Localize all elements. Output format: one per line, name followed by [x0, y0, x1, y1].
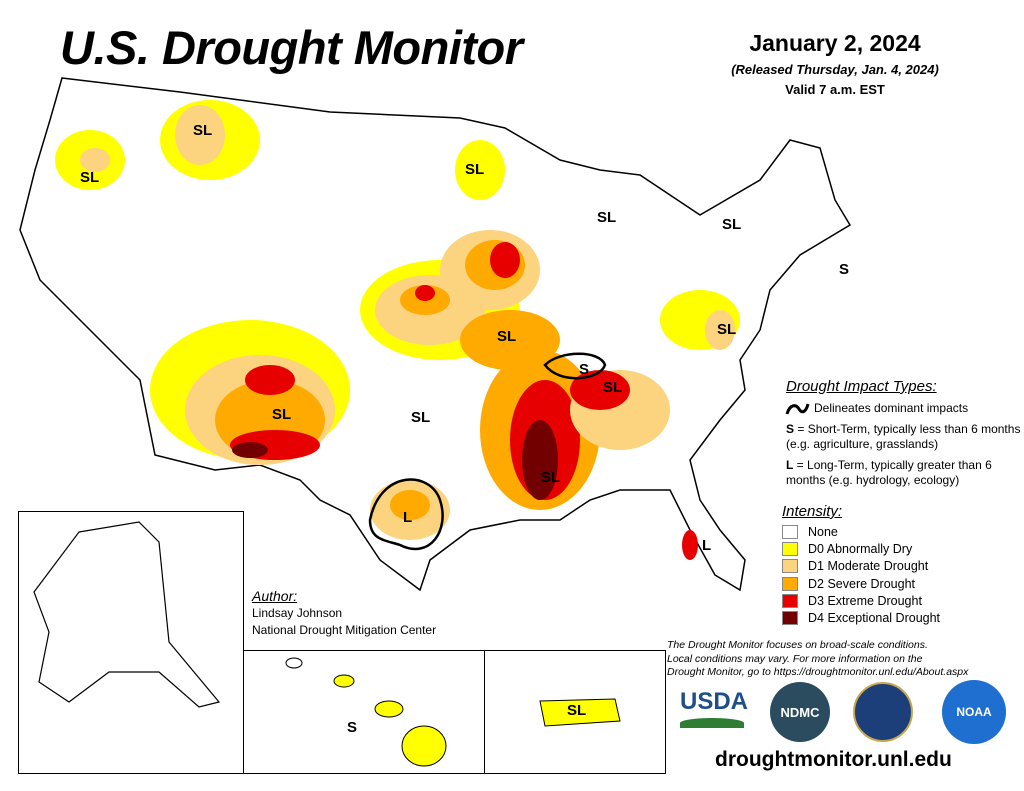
map-date: January 2, 2024	[749, 30, 921, 56]
short-key: S	[786, 422, 795, 436]
long-text: = Long-Term, typically greater than 6 mo…	[786, 458, 992, 487]
legend-swatch	[782, 541, 798, 556]
long-key: L	[786, 458, 794, 472]
map-label: SL	[567, 702, 587, 719]
map-label: SL	[80, 169, 100, 186]
noaa-text: NOAA	[956, 705, 992, 719]
intensity-legend: Intensity: None D0 Abnormally Dry D1 Moder…	[782, 503, 940, 627]
map-label: SL	[411, 409, 431, 426]
map-label: SL	[717, 321, 737, 338]
page-title: U.S. Drought Monitor	[60, 21, 523, 74]
legend-item: D3 Extreme Drought	[782, 592, 940, 609]
legend-item: None	[782, 523, 940, 540]
map-label: SL	[603, 379, 623, 396]
legend-swatch	[782, 576, 798, 591]
impact-boundary	[368, 478, 444, 551]
impact-delineates: Delineates dominant impacts	[814, 401, 969, 415]
legend-item: D0 Abnormally Dry	[782, 540, 940, 557]
noaa-logo: NOAA	[942, 680, 1006, 744]
commerce-seal	[853, 682, 913, 742]
legend-label: D1 Moderate Drought	[808, 559, 929, 574]
map-label: SL	[465, 161, 485, 178]
note-line: The Drought Monitor focuses on broad-sca…	[667, 639, 928, 651]
impact-line-icon	[785, 403, 810, 415]
release-date: (Released Thursday, Jan. 4, 2024)	[731, 62, 939, 77]
hawaii-inset: S	[243, 650, 486, 774]
legend-item: D1 Moderate Drought	[782, 558, 940, 575]
map-label: SL	[497, 328, 517, 345]
map-label: SL	[272, 406, 292, 423]
usda-text: USDA	[680, 688, 749, 715]
map-label: SL	[193, 122, 213, 139]
map-label: SL	[541, 469, 561, 486]
ndmc-logo: NDMC	[770, 682, 830, 742]
disclaimer-note: The Drought Monitor focuses on broad-sca…	[667, 639, 968, 680]
author-block: Author: Lindsay Johnson National Drought…	[252, 588, 436, 639]
legend-label: D0 Abnormally Dry	[808, 541, 913, 556]
impact-types-legend: Drought Impact Types: Delineates dominan…	[786, 378, 1021, 494]
legend-item: D2 Severe Drought	[782, 575, 940, 592]
legend-swatch	[782, 593, 798, 608]
legend-swatch	[782, 611, 798, 626]
impact-long-term: L = Long-Term, typically greater than 6 …	[786, 458, 1021, 488]
legend-item: D4 Exceptional Drought	[782, 609, 940, 626]
impact-heading: Drought Impact Types:	[786, 378, 937, 395]
legend-swatch	[782, 559, 798, 574]
intensity-heading: Intensity:	[782, 503, 843, 520]
map-label: L	[702, 537, 712, 554]
impact-short-term: S = Short-Term, typically less than 6 mo…	[786, 422, 1021, 452]
map-label: SL	[722, 216, 742, 233]
legend-swatch	[782, 524, 798, 539]
note-line: Drought Monitor, go to https://droughtmo…	[667, 666, 969, 678]
map-label: L	[403, 509, 413, 526]
legend-label: None	[808, 524, 838, 539]
puerto-rico-inset: SL	[484, 650, 666, 774]
valid-time: Valid 7 a.m. EST	[785, 82, 885, 97]
legend-label: D4 Exceptional Drought	[808, 611, 941, 626]
author-heading: Author:	[252, 588, 298, 604]
map-label: S	[839, 261, 850, 278]
drought-areas	[55, 100, 740, 560]
impact-boundary	[543, 352, 607, 380]
note-line: Local conditions may vary. For more info…	[667, 652, 923, 665]
usda-logo: USDA	[680, 688, 749, 736]
author-name: Lindsay Johnson	[252, 606, 343, 620]
map-label: SL	[597, 209, 617, 226]
ndmc-text: NDMC	[780, 704, 820, 720]
author-org: National Drought Mitigation Center	[252, 623, 437, 637]
website-url[interactable]: droughtmonitor.unl.edu	[715, 748, 952, 771]
short-text: = Short-Term, typically less than 6 mont…	[786, 422, 1021, 451]
legend-label: D3 Extreme Drought	[808, 593, 922, 608]
map-label: S	[347, 719, 358, 736]
map-label: S	[579, 361, 590, 378]
alaska-inset	[18, 511, 244, 774]
legend-label: D2 Severe Drought	[808, 576, 916, 591]
